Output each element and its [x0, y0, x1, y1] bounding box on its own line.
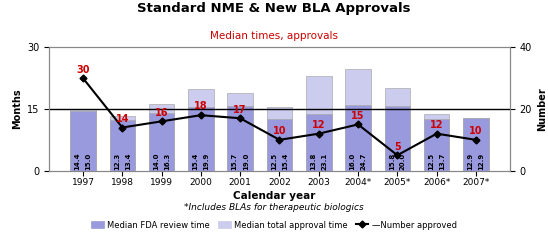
- Text: Median times, approvals: Median times, approvals: [210, 31, 338, 41]
- Text: Standard NME & New BLA Approvals: Standard NME & New BLA Approvals: [137, 2, 411, 15]
- Text: 19.0: 19.0: [243, 152, 249, 170]
- Bar: [227, 93, 253, 171]
- Text: 14.4: 14.4: [75, 152, 81, 170]
- Bar: [385, 88, 410, 171]
- Text: 17: 17: [233, 105, 247, 114]
- Text: 16: 16: [155, 108, 168, 118]
- Text: 23.1: 23.1: [321, 153, 327, 170]
- Text: 14.0: 14.0: [153, 152, 159, 170]
- Text: 12.9: 12.9: [478, 153, 484, 170]
- Bar: [149, 113, 174, 171]
- Text: 5: 5: [394, 141, 401, 151]
- Bar: [70, 111, 96, 171]
- Text: 16.3: 16.3: [164, 153, 170, 170]
- Y-axis label: Number: Number: [537, 87, 547, 131]
- Text: 12.5: 12.5: [271, 153, 277, 170]
- Bar: [385, 106, 410, 171]
- Text: 15.8: 15.8: [389, 153, 395, 170]
- Bar: [463, 118, 489, 171]
- Text: 15.0: 15.0: [85, 153, 92, 170]
- Text: 12: 12: [312, 120, 326, 130]
- Text: 15.7: 15.7: [232, 153, 238, 170]
- Bar: [70, 109, 96, 171]
- Bar: [188, 107, 214, 171]
- Text: 12.3: 12.3: [114, 153, 120, 170]
- Text: 20.0: 20.0: [400, 153, 406, 170]
- Text: 12.5: 12.5: [428, 153, 434, 170]
- Text: 10: 10: [273, 126, 286, 136]
- Y-axis label: Months: Months: [12, 89, 22, 129]
- Bar: [424, 114, 449, 171]
- Text: *Includes BLAs for therapeutic biologics: *Includes BLAs for therapeutic biologics: [184, 203, 364, 212]
- Text: 15.4: 15.4: [282, 152, 288, 170]
- Text: 10: 10: [469, 126, 483, 136]
- Text: 13.7: 13.7: [439, 152, 445, 170]
- Bar: [149, 104, 174, 171]
- Text: 13.8: 13.8: [310, 152, 316, 170]
- Bar: [227, 106, 253, 171]
- Text: 18: 18: [194, 101, 208, 111]
- Text: 12: 12: [430, 120, 443, 130]
- Text: 24.7: 24.7: [361, 152, 367, 170]
- Text: 30: 30: [76, 64, 90, 74]
- Text: 12.9: 12.9: [467, 153, 473, 170]
- Bar: [345, 105, 371, 171]
- Text: 13.4: 13.4: [125, 152, 131, 170]
- Text: 14: 14: [116, 114, 129, 124]
- Text: 15.4: 15.4: [192, 152, 198, 170]
- Legend: Median FDA review time, Median total approval time, —Number approved: Median FDA review time, Median total app…: [88, 217, 460, 233]
- Text: 16.0: 16.0: [350, 153, 356, 170]
- Bar: [306, 114, 332, 171]
- Bar: [345, 69, 371, 171]
- Bar: [267, 119, 292, 171]
- Bar: [267, 107, 292, 171]
- Bar: [110, 120, 135, 171]
- Bar: [188, 89, 214, 171]
- Text: 19.9: 19.9: [203, 152, 209, 170]
- Text: 15: 15: [351, 111, 365, 121]
- Bar: [110, 116, 135, 171]
- Bar: [424, 119, 449, 171]
- Text: Calendar year: Calendar year: [233, 191, 315, 201]
- Bar: [306, 76, 332, 171]
- Bar: [463, 118, 489, 171]
